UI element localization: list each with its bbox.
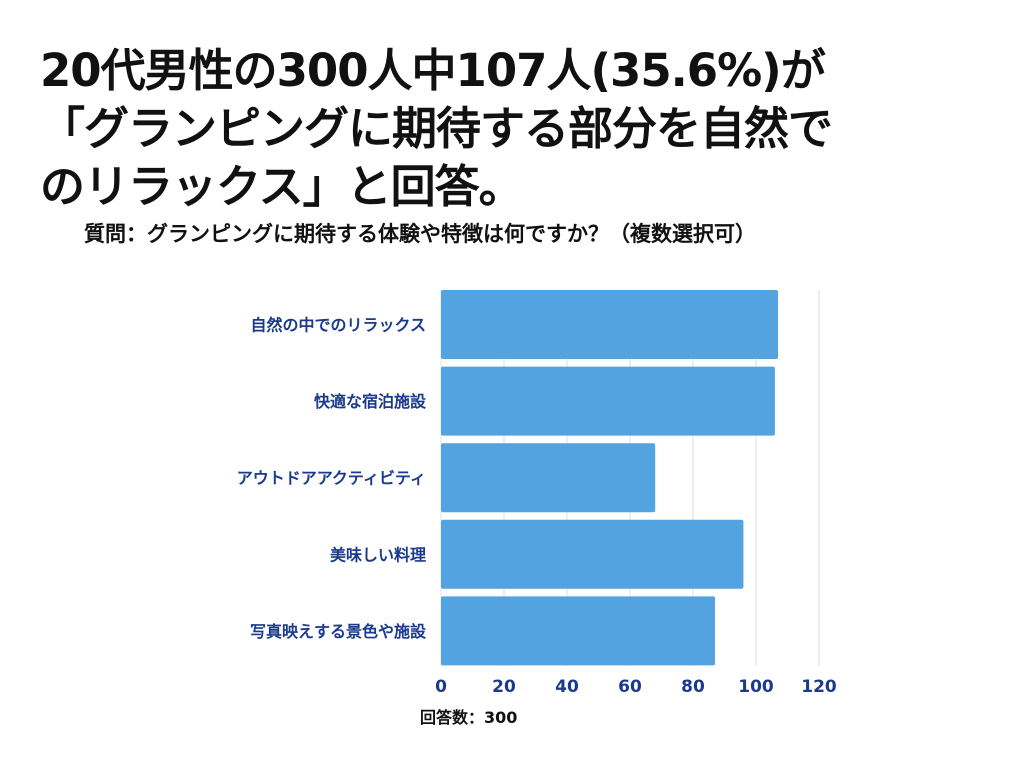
bar (441, 290, 779, 359)
headline: 20代男性の300人中107人(35.6%)が 「グランピングに期待する部分を自… (40, 42, 990, 216)
x-tick-label: 20 (492, 677, 516, 697)
category-labels: 自然の中でのリラックス快適な宿泊施設アウトドアアクティビティ美味しい料理写真映え… (237, 316, 427, 641)
bar (441, 596, 716, 666)
survey-question: 質問：グランピングに期待する体験や特徴は何ですか？（複数選択可） (84, 222, 756, 246)
category-label: 快適な宿泊施設 (314, 392, 427, 411)
bar (441, 519, 744, 589)
bar (441, 443, 656, 513)
x-tick-label: 100 (738, 677, 774, 697)
bars (441, 290, 779, 666)
x-tick-label: 0 (435, 677, 447, 697)
headline-line-3: のリラックス」と回答。 (40, 160, 524, 213)
x-tick-label: 80 (681, 677, 705, 697)
category-label: アウトドアアクティビティ (237, 469, 426, 488)
headline-line-2: 「グランピングに期待する部分を自然で (40, 102, 833, 155)
x-tick-label: 40 (555, 677, 579, 697)
category-label: 自然の中でのリラックス (250, 316, 426, 335)
bar (441, 366, 775, 436)
x-tick-label: 60 (618, 677, 642, 697)
sample-size-note: 回答数：300 (420, 708, 518, 727)
headline-line-1: 20代男性の300人中107人(35.6%)が (40, 44, 826, 97)
x-tick-labels: 0 20 40 60 80 100 120 (435, 677, 837, 697)
x-tick-label: 120 (801, 677, 837, 697)
category-label: 写真映えする景色や施設 (250, 622, 427, 641)
category-label: 美味しい料理 (330, 545, 426, 564)
